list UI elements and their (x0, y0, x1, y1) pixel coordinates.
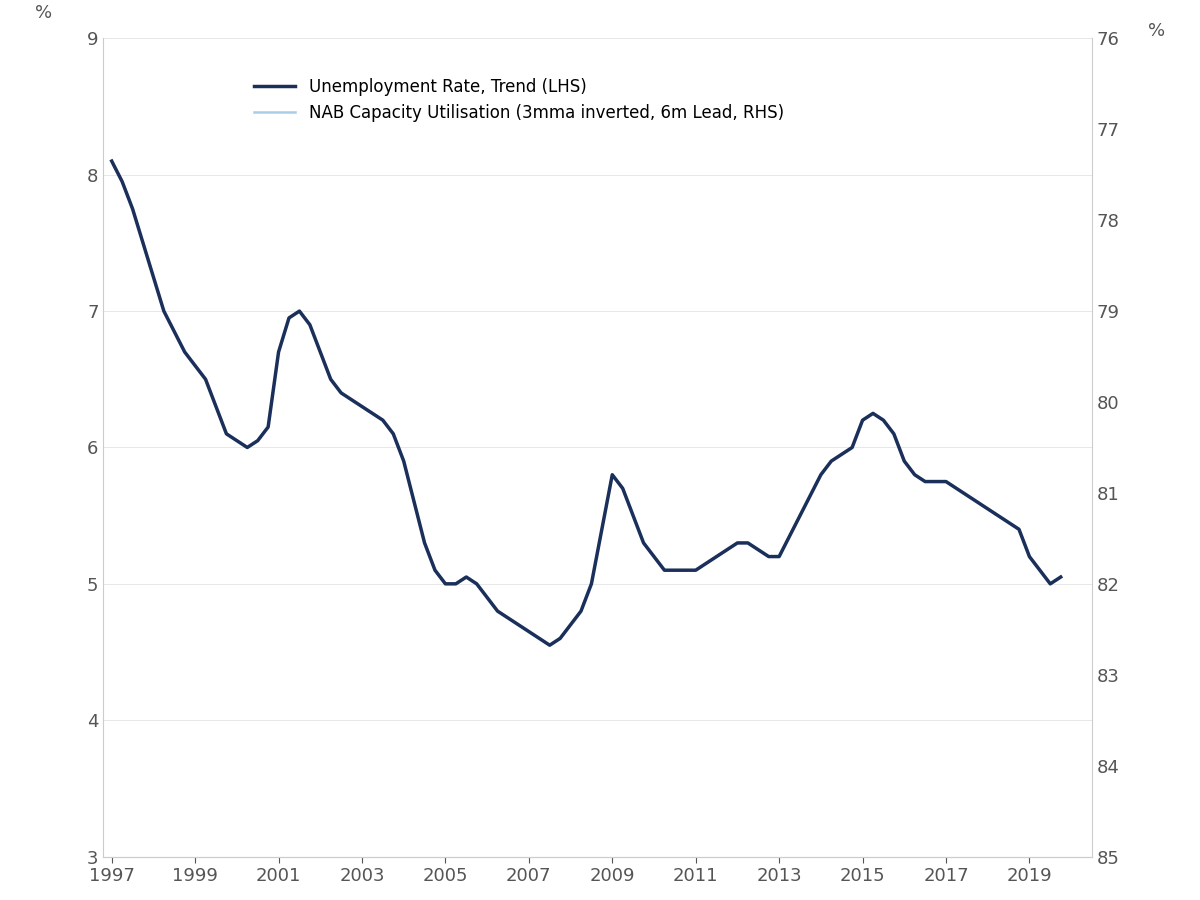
Unemployment Rate, Trend (LHS) (907, 469, 922, 480)
Unemployment Rate, Trend (LHS) (856, 415, 870, 426)
Unemployment Rate, Trend (LHS) (104, 156, 119, 166)
Unemployment Rate, Trend (LHS) (814, 469, 828, 480)
Legend: Unemployment Rate, Trend (LHS), NAB Capacity Utilisation (3mma inverted, 6m Lead: Unemployment Rate, Trend (LHS), NAB Capa… (247, 71, 791, 129)
Unemployment Rate, Trend (LHS) (865, 408, 880, 418)
Unemployment Rate, Trend (LHS) (678, 565, 692, 576)
Y-axis label: %: % (36, 4, 53, 22)
Unemployment Rate, Trend (LHS) (1054, 572, 1068, 582)
Unemployment Rate, Trend (LHS) (542, 640, 557, 651)
Unemployment Rate, Trend (LHS) (876, 415, 890, 426)
Line: Unemployment Rate, Trend (LHS): Unemployment Rate, Trend (LHS) (112, 161, 1061, 645)
Y-axis label: %: % (1147, 22, 1165, 40)
